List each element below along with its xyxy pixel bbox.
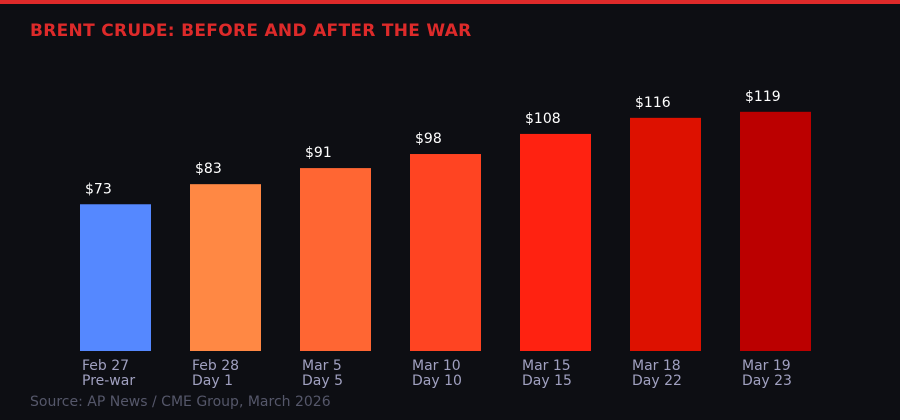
bar <box>410 154 481 351</box>
data-label: $98 <box>415 131 442 147</box>
x-tick-label-date: Feb 27 <box>82 358 129 374</box>
x-tick-label-day: Day 15 <box>522 373 572 389</box>
x-tick-label-day: Day 10 <box>412 373 462 389</box>
data-label: $119 <box>745 89 781 105</box>
x-tick-label-date: Mar 5 <box>302 358 342 374</box>
chart-title: BRENT CRUDE: BEFORE AND AFTER THE WAR <box>30 21 472 41</box>
data-label: $73 <box>85 181 112 197</box>
x-tick-label-date: Mar 10 <box>412 358 461 374</box>
x-tick-label-day: Day 23 <box>742 373 792 389</box>
data-label: $116 <box>635 95 671 111</box>
x-tick-label-day: Day 1 <box>192 373 233 389</box>
bar <box>300 168 371 351</box>
x-tick-label-day: Pre-war <box>82 373 135 389</box>
top-accent-bar <box>0 0 900 4</box>
bar <box>520 133 591 351</box>
source-note: Source: AP News / CME Group, March 2026 <box>30 394 331 410</box>
bar <box>740 111 811 351</box>
x-tick-label-date: Mar 18 <box>632 358 681 374</box>
x-tick-label-date: Mar 19 <box>742 358 791 374</box>
bar <box>190 184 261 351</box>
data-label: $91 <box>305 145 332 161</box>
bar <box>80 204 151 351</box>
x-tick-label-day: Day 22 <box>632 373 682 389</box>
x-tick-label-date: Mar 15 <box>522 358 571 374</box>
x-tick-label-day: Day 5 <box>302 373 343 389</box>
data-label: $83 <box>195 161 222 177</box>
bar <box>630 117 701 351</box>
x-tick-label-date: Feb 28 <box>192 358 239 374</box>
data-label: $108 <box>525 111 561 127</box>
